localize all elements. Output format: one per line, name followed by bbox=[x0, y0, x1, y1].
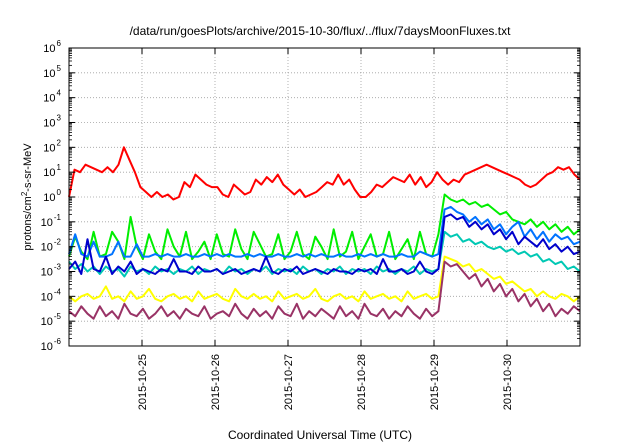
y-tick-label: 103 bbox=[43, 114, 61, 130]
y-tick-label: 10-2 bbox=[41, 238, 62, 254]
y-tick-label: 10-4 bbox=[41, 287, 62, 303]
x-tick-label: 2015-10-29 bbox=[429, 354, 441, 410]
y-tick-label: 102 bbox=[43, 138, 61, 154]
series-line-5 bbox=[68, 255, 581, 303]
x-axis-label: Coordinated Universal Time (UTC) bbox=[228, 428, 412, 442]
x-tick-label: 2015-10-25 bbox=[137, 354, 149, 410]
y-tick-label: 104 bbox=[43, 89, 61, 105]
axis-ticks bbox=[69, 47, 580, 347]
series-line-1 bbox=[68, 193, 581, 261]
series-line-6 bbox=[68, 260, 581, 320]
y-tick-label: 10-3 bbox=[41, 263, 62, 279]
series-line-3 bbox=[68, 230, 581, 278]
y-tick-label: 101 bbox=[43, 163, 61, 179]
series-line-4 bbox=[68, 213, 581, 275]
y-tick-label: 10-5 bbox=[41, 312, 62, 328]
y-tick-label: 10-6 bbox=[41, 337, 62, 353]
y-tick-label: 105 bbox=[43, 64, 61, 80]
x-tick-label: 2015-10-30 bbox=[502, 354, 514, 410]
x-tick-label: 2015-10-27 bbox=[283, 354, 295, 410]
y-axis-label: protons/cm2-s-sr-MeV bbox=[20, 143, 35, 251]
y-tick-label: 106 bbox=[43, 39, 61, 55]
y-tick-labels: 10-6 10-5 10-4 10-3 10-2 10-1 100 101 102 103 104 1… bbox=[41, 39, 62, 353]
chart-title: /data/run/goesPlots/archive/2015-10-30/f… bbox=[130, 24, 512, 38]
y-tick-label: 10-1 bbox=[41, 213, 62, 229]
x-tick-label: 2015-10-28 bbox=[356, 354, 368, 410]
x-tick-labels: 2015-10-25 2015-10-26 2015-10-27 2015-10-28… bbox=[137, 354, 514, 410]
x-tick-label: 2015-10-26 bbox=[210, 354, 222, 410]
series-line-2 bbox=[68, 205, 581, 258]
series-lines bbox=[68, 146, 581, 320]
y-tick-label: 100 bbox=[43, 188, 61, 204]
grid-lines bbox=[69, 48, 580, 346]
series-line-0 bbox=[68, 146, 581, 201]
